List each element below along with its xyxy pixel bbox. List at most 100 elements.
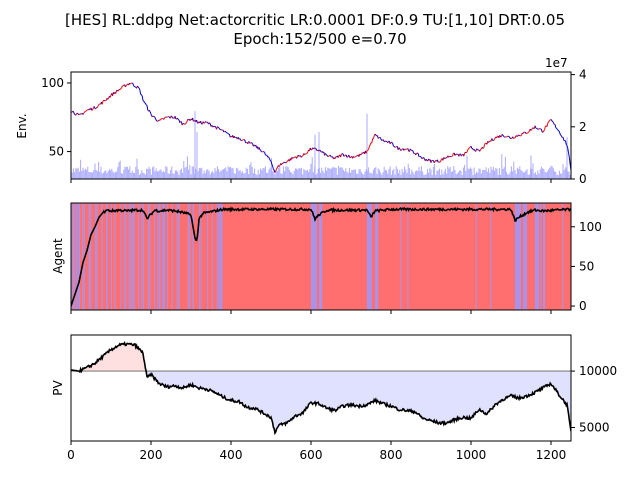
price-segment xyxy=(280,163,283,166)
price-segment xyxy=(119,88,122,91)
price-segment xyxy=(560,134,562,137)
action-bands xyxy=(71,203,571,310)
price-segment xyxy=(85,110,87,112)
price-segment xyxy=(371,138,374,144)
price-segment xyxy=(326,155,329,157)
price-segment xyxy=(78,113,81,116)
price-segment xyxy=(97,104,100,106)
price-segment xyxy=(481,146,484,149)
price-segment xyxy=(482,147,485,149)
price-segment xyxy=(551,120,554,123)
price-segment xyxy=(506,135,509,138)
action-band xyxy=(114,203,116,310)
y2-tick-label: 5000 xyxy=(579,420,610,434)
price-segment xyxy=(129,82,132,85)
price-segment xyxy=(544,126,546,130)
price-segment xyxy=(273,168,275,171)
action-band xyxy=(162,203,164,310)
action-band xyxy=(157,203,159,310)
price-segment xyxy=(185,121,188,124)
y2-tick-label: 4 xyxy=(579,68,587,82)
price-segment xyxy=(271,163,274,167)
price-segment xyxy=(270,161,273,165)
volume-bars xyxy=(71,111,571,179)
action-band xyxy=(187,203,189,310)
action-band xyxy=(221,203,223,310)
price-segment xyxy=(268,158,271,161)
price-segment xyxy=(274,170,277,173)
price-segment xyxy=(229,136,232,138)
pv-value-line xyxy=(71,340,571,436)
price-segment xyxy=(258,147,261,150)
price-segment xyxy=(382,139,385,142)
action-band xyxy=(111,203,112,310)
action-band xyxy=(95,203,97,310)
price-segment xyxy=(316,149,318,152)
price-segment xyxy=(454,153,457,156)
price-segment xyxy=(102,99,105,102)
price-segment xyxy=(559,132,562,136)
price-segment xyxy=(345,154,348,158)
price-segment xyxy=(413,152,415,154)
agent-panel: 0 50 100 Agent xyxy=(51,202,602,314)
action-band xyxy=(106,203,108,310)
price-segment xyxy=(109,94,112,98)
price-segment xyxy=(554,124,557,128)
price-segment xyxy=(101,100,104,105)
price-segment xyxy=(438,161,441,163)
action-band xyxy=(120,203,122,310)
price-segment xyxy=(526,132,529,134)
y2-tick-label: 0 xyxy=(579,172,587,186)
action-band xyxy=(149,203,151,310)
price-segment xyxy=(449,155,452,158)
price-segment xyxy=(395,146,397,148)
price-segment xyxy=(508,135,510,138)
price-segment xyxy=(452,153,454,157)
action-band xyxy=(523,203,527,310)
action-band xyxy=(154,203,156,310)
price-segment xyxy=(459,153,461,155)
env-panel: 50 100 0 2 4 1e7 Env. xyxy=(15,56,587,186)
action-band xyxy=(543,203,545,310)
pv-gain-area xyxy=(71,342,571,372)
price-segment xyxy=(245,141,247,144)
price-segment xyxy=(483,144,486,148)
price-segment xyxy=(464,151,466,154)
price-segment xyxy=(375,134,377,137)
action-band xyxy=(77,203,79,310)
price-segment xyxy=(179,121,182,123)
price-segment xyxy=(543,129,546,132)
price-segment xyxy=(85,109,88,112)
price-segment xyxy=(568,153,570,159)
price-segment xyxy=(562,136,565,141)
price-segment xyxy=(153,116,156,118)
agent-x-ticks xyxy=(70,310,552,314)
price-segment xyxy=(470,145,473,149)
price-segment xyxy=(296,156,298,159)
price-segment xyxy=(73,113,76,116)
price-segment xyxy=(391,142,393,144)
price-line xyxy=(71,82,571,173)
env-x-ticks xyxy=(70,179,552,183)
x-tick-label: 800 xyxy=(380,448,403,462)
price-segment xyxy=(349,156,352,159)
price-segment xyxy=(268,156,270,159)
price-segment xyxy=(223,131,225,133)
pv-x-ticks: 0 200 400 600 800 1000 1200 xyxy=(67,441,566,462)
price-segment xyxy=(187,118,189,121)
agent-y2-ticks: 0 50 100 xyxy=(571,220,602,313)
price-segment xyxy=(389,142,392,145)
price-segment xyxy=(227,132,229,135)
action-band xyxy=(515,203,521,310)
action-band xyxy=(192,203,194,310)
price-segment xyxy=(353,156,355,158)
action-band xyxy=(101,203,103,310)
price-segment xyxy=(437,161,440,163)
price-segment xyxy=(324,153,327,155)
action-band xyxy=(123,203,125,310)
price-segment xyxy=(164,116,166,119)
price-segment xyxy=(493,139,495,141)
price-segment xyxy=(547,121,550,124)
action-band xyxy=(218,203,220,310)
price-segment xyxy=(163,117,166,120)
